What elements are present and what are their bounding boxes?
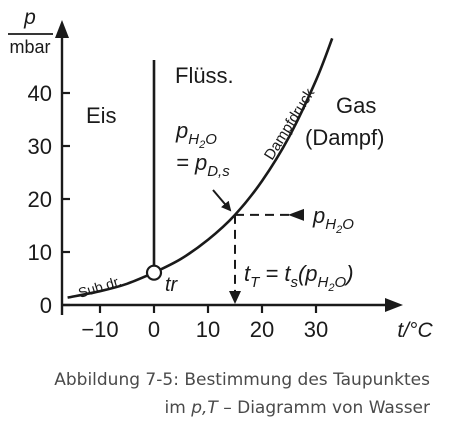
subscript-2: 2 (327, 282, 334, 294)
open-paren-p: (p (298, 261, 318, 286)
subscript-h: H (318, 274, 329, 291)
y-tick-label: 0 (40, 293, 52, 318)
x-axis-arrowhead (385, 298, 403, 312)
region-label-liquid: Flüss. (175, 63, 234, 88)
equals-t: = t (259, 261, 291, 286)
close-paren: ) (343, 261, 353, 286)
triple-point-marker (145, 264, 163, 281)
y-tick-label: 30 (28, 134, 52, 159)
y-axis-label-denominator: mbar (9, 37, 50, 57)
dew-point-horizontal-arrowhead (288, 208, 304, 221)
subscript-t: T (250, 274, 261, 291)
figure-caption-line-2: im p,T – Diagramm von Wasser (165, 398, 430, 418)
axis-ticks (62, 91, 318, 313)
subscript-2: 2 (335, 224, 342, 236)
dew-point-temperature-equation: tT = ts(pH2O) (244, 261, 354, 294)
sublimation-curve (67, 271, 155, 299)
y-axis-label-numerator: p (23, 6, 36, 29)
region-label-vapor: (Dampf) (305, 125, 384, 150)
pressure-symbol: p (175, 118, 188, 143)
region-label-ice: Eis (86, 103, 117, 128)
temperature-symbol: t (244, 261, 251, 286)
caption-prefix: im (164, 398, 192, 418)
equals-pressure: = p (176, 150, 207, 175)
vapor-pressure-curve (153, 37, 334, 274)
x-axis-label: t/°C (397, 319, 433, 342)
subscript-h: H (188, 131, 199, 148)
subscript-s: s (290, 274, 298, 291)
water-partial-pressure-annotation: pH2O (175, 118, 217, 151)
figure-caption-line-1: Abbildung 7-5: Bestimmung des Taupunktes (54, 370, 430, 390)
axes (55, 20, 403, 315)
triple-point-label: tr (165, 274, 179, 296)
subscript-o: O (205, 131, 217, 148)
y-tick-label: 40 (28, 81, 52, 106)
subscript-o: O (335, 274, 347, 291)
saturation-pressure-equation: = pD,s (176, 150, 230, 180)
subscript-o: O (342, 216, 354, 233)
arrow-label-water-pressure: pH2O (312, 203, 354, 236)
subscript-2: 2 (198, 139, 205, 151)
y-tick-label: 10 (28, 240, 52, 265)
subscript-ds: D,s (207, 163, 230, 180)
subscript-h: H (325, 216, 336, 233)
pressure-symbol: p (312, 203, 325, 228)
dew-point-vertical-arrowhead (229, 291, 241, 304)
region-label-gas: Gas (336, 93, 376, 118)
x-tick-label: −10 (81, 317, 118, 342)
caption-italic-variables: p,T (191, 398, 218, 418)
y-axis-arrowhead (55, 20, 69, 38)
x-tick-label: 0 (148, 317, 160, 342)
x-tick-label: 10 (196, 317, 220, 342)
axis-tick-labels: 0 10 20 30 40 −10 0 10 20 30 (28, 81, 329, 342)
x-tick-label: 30 (304, 317, 328, 342)
caption-suffix: – Diagramm von Wasser (217, 398, 430, 418)
annotation-pointer-arrow (212, 189, 232, 212)
x-tick-label: 20 (250, 317, 274, 342)
sublimation-curve-label: Sub.dr. (76, 273, 123, 301)
y-tick-label: 20 (28, 187, 52, 212)
